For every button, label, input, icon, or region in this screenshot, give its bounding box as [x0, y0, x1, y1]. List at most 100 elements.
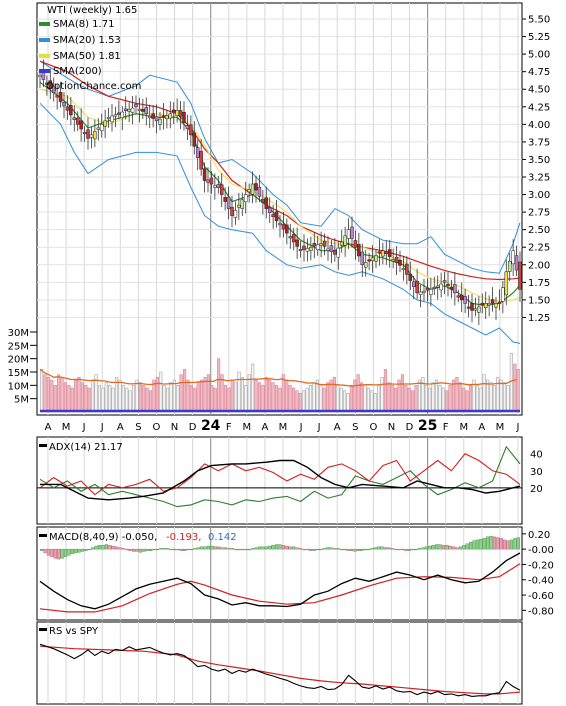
- volume-bar: [244, 385, 248, 413]
- volume-bar: [315, 379, 319, 413]
- macd-histogram-bar: [40, 548, 44, 551]
- volume-bar: [492, 385, 496, 413]
- volume-bar: [240, 377, 245, 413]
- bollinger-lower-line: [39, 102, 521, 344]
- macd-histogram-bar: [94, 545, 98, 550]
- volume-bar: [101, 387, 105, 413]
- candle-body: [41, 71, 46, 80]
- macd-histogram-bar: [268, 545, 272, 550]
- macd-tick-label: -0.00: [528, 545, 554, 556]
- candle-body: [398, 259, 402, 266]
- month-tick-label: A: [262, 422, 269, 433]
- adx-series: [37, 445, 522, 508]
- volume-tick-label: 10M: [8, 381, 29, 392]
- month-tick-label: N: [171, 422, 178, 433]
- candle-body: [288, 236, 293, 239]
- macd-histogram-bar: [421, 547, 425, 550]
- volume-bar: [131, 385, 136, 413]
- macd-histogram-bar: [142, 548, 146, 552]
- volume-bar: [121, 385, 125, 413]
- candle-body: [182, 111, 186, 123]
- volume-bar: [125, 387, 129, 413]
- macd-histogram-bar: [475, 539, 480, 550]
- macd-histogram-bar: [438, 544, 442, 550]
- candle-body: [319, 243, 323, 246]
- month-tick-label: F: [443, 422, 449, 433]
- macd-histogram-bar: [114, 546, 119, 550]
- candle-body: [189, 124, 193, 136]
- macd-histogram-bar: [80, 548, 85, 552]
- candle-body: [134, 103, 138, 108]
- volume-bar: [516, 369, 520, 413]
- volume-bar: [291, 387, 296, 413]
- volume-bar: [159, 371, 163, 413]
- macd-histogram-bar: [271, 545, 275, 550]
- macd-histogram-bar: [203, 546, 207, 550]
- month-tick-label: D: [189, 422, 197, 433]
- macd-histogram-bar: [196, 547, 200, 550]
- macd-hist-value: 0.142: [208, 532, 237, 543]
- volume-bar: [60, 377, 64, 413]
- volume-bar: [349, 385, 353, 413]
- macd-histogram-bar: [101, 545, 105, 550]
- candle-body: [285, 224, 289, 234]
- adx-line: [40, 459, 521, 501]
- volume-bar: [213, 387, 217, 413]
- macd-histogram-bar: [292, 546, 296, 550]
- macd-tick-label: -0.60: [528, 591, 554, 602]
- candle-body: [442, 280, 447, 283]
- volume-bar: [237, 371, 241, 413]
- macd-histogram-bar: [217, 546, 221, 550]
- candle-body: [418, 291, 423, 296]
- macd-histogram-bar: [482, 538, 486, 550]
- volume-bar: [271, 382, 275, 413]
- rs-series: [39, 643, 521, 697]
- price-tick-label: 3.25: [528, 173, 550, 184]
- macd-histogram-bar: [360, 548, 364, 551]
- month-tick-label: J: [317, 422, 321, 433]
- candle-body: [315, 244, 320, 250]
- candle-body: [322, 240, 327, 247]
- macd-histogram-bar: [312, 548, 316, 551]
- volume-bar: [70, 387, 74, 413]
- macd-histogram-bar: [458, 546, 463, 550]
- candle-body: [144, 107, 149, 115]
- macd-tick-label: 0.20: [528, 530, 550, 541]
- volume-bar: [411, 390, 415, 413]
- candle-body: [446, 284, 450, 287]
- price-tick-label: 3.00: [528, 190, 550, 201]
- candle-body: [51, 86, 56, 93]
- volume-bar: [104, 382, 108, 413]
- month-tick-label: J: [100, 422, 104, 433]
- price-tick-label: 5.00: [528, 50, 550, 61]
- candle-body: [93, 131, 97, 140]
- candle-body: [202, 168, 207, 181]
- legend-sma8: SMA(8) 1.71: [53, 19, 114, 30]
- month-tick-label: J: [299, 422, 303, 433]
- macd-histogram-bar: [336, 548, 340, 550]
- candle-body: [511, 250, 515, 265]
- macd-histogram-bar: [394, 548, 398, 551]
- chart-title: WTI (weekly) 1.65: [47, 5, 137, 16]
- candle-body: [329, 245, 334, 252]
- candle-body: [507, 261, 512, 272]
- candle-body: [82, 132, 87, 135]
- candle-body: [518, 261, 522, 290]
- candle-body: [171, 109, 176, 113]
- candle-body: [367, 259, 371, 262]
- macd-histogram-bar: [118, 547, 122, 550]
- candle-body: [213, 185, 217, 188]
- macd-histogram-bar: [60, 548, 64, 559]
- volume-bar: [97, 385, 102, 413]
- macd-histogram-bar: [424, 546, 428, 550]
- volume-bar: [424, 385, 428, 413]
- volume-bar: [428, 387, 432, 413]
- volume-bar: [138, 382, 142, 413]
- macd-histogram-bar: [274, 544, 279, 550]
- candle-body: [130, 107, 135, 113]
- volume-bar: [91, 379, 95, 413]
- price-tick-label: 2.50: [528, 225, 550, 236]
- month-tick-label: J: [516, 422, 520, 433]
- volume-bar: [499, 379, 503, 413]
- macd-histogram-bar: [462, 545, 466, 550]
